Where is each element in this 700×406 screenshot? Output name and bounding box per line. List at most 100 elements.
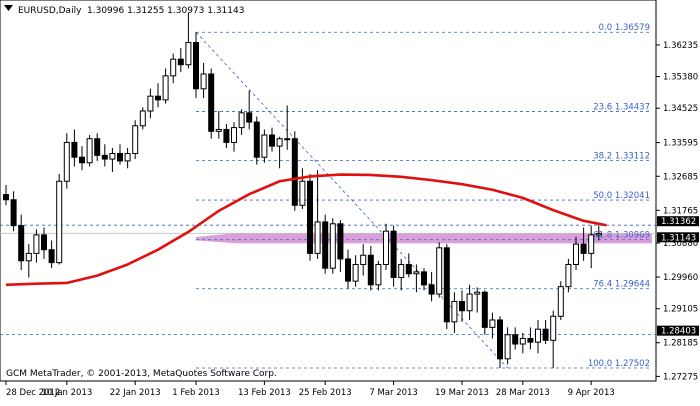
candle[interactable] bbox=[177, 48, 184, 73]
candle[interactable] bbox=[223, 123, 230, 148]
candle[interactable] bbox=[390, 225, 397, 287]
candle[interactable] bbox=[383, 223, 389, 271]
candle[interactable] bbox=[299, 168, 306, 209]
candle[interactable] bbox=[436, 242, 443, 298]
candle[interactable] bbox=[185, 12, 192, 69]
candle[interactable] bbox=[56, 173, 63, 265]
candle[interactable] bbox=[253, 116, 260, 165]
candle[interactable] bbox=[565, 258, 572, 293]
candle[interactable] bbox=[25, 244, 32, 278]
candle-body-bear bbox=[390, 230, 397, 278]
candle[interactable] bbox=[48, 240, 55, 269]
candle[interactable] bbox=[367, 245, 374, 291]
candle[interactable] bbox=[238, 109, 245, 136]
candle[interactable] bbox=[231, 122, 237, 152]
candle[interactable] bbox=[147, 88, 154, 119]
candle[interactable] bbox=[284, 105, 291, 150]
candle[interactable] bbox=[588, 225, 595, 269]
x-tick-label: 28 Mar 2013 bbox=[496, 388, 550, 398]
candle[interactable] bbox=[10, 191, 17, 232]
candle[interactable] bbox=[155, 83, 161, 108]
candle[interactable] bbox=[79, 146, 85, 171]
candle[interactable] bbox=[109, 147, 116, 173]
candle[interactable] bbox=[269, 127, 275, 152]
candle[interactable] bbox=[193, 32, 199, 99]
candle[interactable] bbox=[3, 184, 9, 206]
candle[interactable] bbox=[451, 292, 458, 333]
candle-body-bull bbox=[519, 337, 526, 345]
candle[interactable] bbox=[421, 268, 427, 291]
candle[interactable] bbox=[261, 129, 268, 163]
candle[interactable] bbox=[474, 287, 481, 313]
candle[interactable] bbox=[101, 144, 108, 167]
candle[interactable] bbox=[557, 281, 564, 320]
candle[interactable] bbox=[481, 290, 488, 335]
candle-body-bull bbox=[557, 286, 564, 317]
candle-body-bear bbox=[405, 263, 412, 275]
candle[interactable] bbox=[246, 90, 253, 130]
candle-body-bull bbox=[124, 153, 131, 162]
candle[interactable] bbox=[535, 319, 541, 354]
candle[interactable] bbox=[550, 310, 557, 369]
candle[interactable] bbox=[527, 327, 534, 350]
candle[interactable] bbox=[459, 290, 465, 322]
candle[interactable] bbox=[573, 236, 579, 271]
candle[interactable] bbox=[329, 218, 336, 274]
candle[interactable] bbox=[443, 244, 450, 330]
candle[interactable] bbox=[375, 260, 382, 291]
candle[interactable] bbox=[162, 68, 169, 104]
price-line-tag-label: 1.31362 bbox=[661, 217, 696, 227]
candle-body-bear bbox=[71, 141, 78, 158]
candle[interactable] bbox=[413, 264, 420, 293]
candle[interactable] bbox=[489, 312, 496, 339]
candle[interactable] bbox=[200, 62, 207, 99]
candle[interactable] bbox=[124, 147, 131, 169]
candle[interactable] bbox=[117, 144, 123, 165]
candle[interactable] bbox=[322, 214, 329, 274]
candle[interactable] bbox=[345, 249, 351, 289]
candle[interactable] bbox=[63, 133, 70, 189]
candle[interactable] bbox=[504, 327, 511, 365]
candle[interactable] bbox=[337, 220, 344, 272]
moving-average-line[interactable] bbox=[5, 173, 607, 287]
candle[interactable] bbox=[139, 107, 146, 130]
candle[interactable] bbox=[428, 271, 435, 302]
candle[interactable] bbox=[497, 316, 503, 369]
candle[interactable] bbox=[18, 214, 25, 271]
candle-body-bear bbox=[101, 154, 108, 160]
candle[interactable] bbox=[276, 136, 283, 169]
candle-body-bull bbox=[231, 127, 237, 143]
candle[interactable] bbox=[71, 129, 78, 167]
candle-body-bear bbox=[542, 328, 549, 341]
candle[interactable] bbox=[291, 131, 298, 211]
candle[interactable] bbox=[580, 227, 587, 261]
fib-trend-line[interactable] bbox=[195, 31, 508, 369]
candle[interactable] bbox=[170, 53, 177, 84]
candle[interactable] bbox=[94, 133, 101, 161]
fib-level-label: 50.0 1.32041 bbox=[593, 191, 650, 201]
chart-menu-triangle-icon[interactable] bbox=[4, 5, 13, 11]
candle[interactable] bbox=[398, 258, 405, 291]
candle[interactable] bbox=[352, 255, 359, 287]
candle[interactable] bbox=[215, 110, 222, 139]
candle[interactable] bbox=[466, 284, 473, 320]
candle[interactable] bbox=[405, 253, 412, 278]
candle[interactable] bbox=[519, 332, 526, 354]
candle[interactable] bbox=[595, 225, 602, 241]
candle[interactable] bbox=[41, 227, 47, 259]
candle[interactable] bbox=[314, 170, 321, 259]
candle-body-bull bbox=[162, 75, 169, 101]
candle[interactable] bbox=[33, 229, 40, 263]
candle[interactable] bbox=[360, 244, 367, 276]
candle[interactable] bbox=[542, 319, 549, 345]
candle-body-bear bbox=[421, 271, 427, 286]
candle[interactable] bbox=[512, 327, 519, 350]
candle-body-bear bbox=[443, 247, 450, 323]
candle[interactable] bbox=[208, 68, 215, 139]
candle[interactable] bbox=[132, 120, 139, 160]
y-tick-label: 1.29105 bbox=[663, 305, 698, 315]
candle[interactable] bbox=[307, 173, 313, 261]
candle[interactable] bbox=[86, 135, 93, 167]
